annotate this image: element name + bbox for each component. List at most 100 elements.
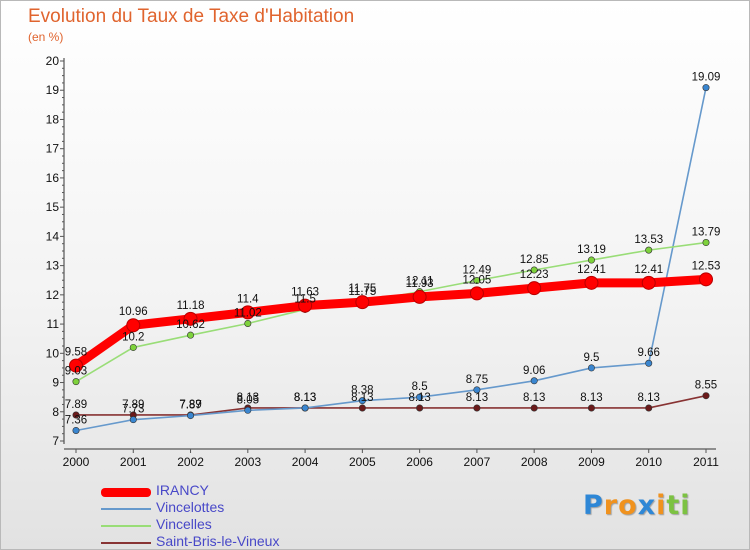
data-label: 8.38: [351, 385, 373, 397]
series-line-vincelles: [75, 241, 707, 383]
data-point: [641, 275, 656, 290]
data-point: [244, 406, 252, 414]
data-point: [702, 239, 710, 247]
data-label: 12.23: [520, 269, 549, 281]
data-label: 11.18: [177, 300, 205, 312]
y-tick-label: 19: [46, 83, 60, 97]
data-label: 11.02: [234, 307, 262, 319]
data-point: [587, 364, 595, 372]
data-point: [416, 393, 424, 401]
data-label: 7.89: [65, 399, 87, 411]
series-line-irancy: [71, 274, 711, 371]
data-point: [358, 404, 366, 412]
data-label: 7.89: [179, 399, 201, 411]
logo-letter: P: [583, 490, 604, 521]
data-point: [126, 318, 141, 333]
legend-swatch: [101, 525, 151, 527]
data-label: 13.79: [692, 227, 721, 239]
data-label: 11.75: [348, 286, 376, 298]
x-tick-label: 2002: [177, 455, 204, 469]
logo-letter: t: [666, 490, 681, 521]
data-point: [469, 286, 484, 301]
x-tick-label: 2001: [120, 455, 147, 469]
y-tick-label: 17: [46, 142, 60, 156]
data-label: 12.11: [406, 276, 434, 288]
proxiti-logo: Proxiti: [583, 490, 691, 521]
chart-title: Evolution du Taux de Taxe d'Habitation: [28, 6, 355, 27]
data-point: [69, 358, 83, 373]
x-tick-label: 2010: [635, 455, 662, 469]
data-label: 8.13: [523, 392, 545, 404]
y-tick-label: 7: [52, 434, 59, 448]
data-point: [412, 289, 427, 304]
legend-label: Vincelles: [156, 516, 212, 532]
series-line-saint-bris-le-vineux: [75, 394, 707, 416]
y-tick-label: 10: [46, 346, 60, 360]
data-label: 8.13: [408, 392, 430, 404]
data-label: 12.41: [577, 264, 606, 276]
data-label: 7.87: [179, 400, 201, 412]
data-label: 8.13: [638, 392, 660, 404]
logo-letter: i: [656, 490, 667, 521]
data-label: 8.05: [237, 394, 259, 406]
data-label: 8.13: [466, 392, 488, 404]
legend-swatch: [101, 542, 151, 544]
data-point: [645, 404, 653, 412]
data-point: [527, 281, 542, 296]
data-point: [473, 277, 481, 285]
x-tick-label: 2005: [349, 455, 376, 469]
data-point: [702, 84, 710, 92]
data-label: 13.53: [634, 234, 663, 246]
data-point: [358, 397, 366, 405]
data-point: [129, 416, 137, 424]
data-label: 11.63: [291, 287, 319, 299]
y-tick-label: 8: [52, 405, 59, 419]
data-point: [587, 256, 595, 264]
logo-letter: o: [618, 490, 638, 521]
data-label: 8.13: [580, 392, 602, 404]
data-label: 7.73: [122, 404, 144, 416]
logo-letter: i: [680, 490, 691, 521]
data-label: 19.09: [692, 72, 721, 84]
y-tick-label: 11: [47, 317, 60, 331]
data-point: [240, 305, 255, 320]
x-tick-label: 2009: [578, 455, 605, 469]
data-label: 9.5: [583, 352, 599, 364]
data-label: 11.4: [237, 293, 259, 305]
data-point: [416, 404, 424, 412]
x-tick-label: 2000: [63, 455, 90, 469]
data-point: [72, 426, 80, 434]
x-tick-label: 2007: [464, 455, 491, 469]
data-point: [584, 275, 599, 290]
data-point: [301, 404, 309, 412]
data-label: 9.06: [523, 365, 545, 377]
data-point: [355, 295, 370, 310]
data-label: 8.13: [237, 392, 259, 404]
data-label: 11.5: [294, 293, 316, 305]
data-label: 13.19: [577, 244, 606, 256]
data-label: 10.2: [122, 331, 144, 343]
data-label: 10.96: [119, 306, 148, 318]
data-label: 7.89: [122, 399, 144, 411]
x-tick-label: 2003: [234, 455, 261, 469]
legend-swatch: [101, 508, 151, 510]
data-point: [183, 311, 198, 326]
data-label: 8.75: [466, 374, 488, 386]
data-label: 9.58: [65, 347, 87, 359]
series-line-vincelottes: [75, 86, 707, 432]
chart-subtitle: (en %): [28, 30, 64, 44]
legend-label: Vincelottes: [156, 499, 225, 515]
data-label: 12.53: [692, 260, 721, 272]
y-tick-label: 9: [52, 376, 59, 390]
data-point: [702, 392, 710, 400]
x-tick-label: 2008: [521, 455, 548, 469]
data-point: [530, 404, 538, 412]
data-point: [473, 386, 481, 394]
data-label: 12.85: [520, 254, 549, 266]
legend-label: IRANCY: [156, 482, 209, 498]
legend-swatch: [101, 487, 151, 497]
data-point: [187, 412, 195, 420]
data-point: [298, 298, 313, 313]
